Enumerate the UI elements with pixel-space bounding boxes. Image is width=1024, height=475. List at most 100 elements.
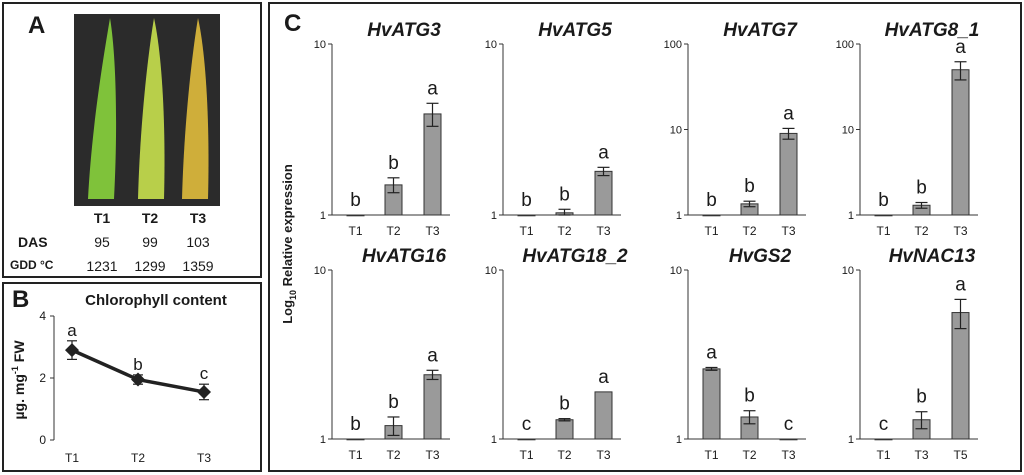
leaf-photo <box>74 14 220 206</box>
significance-letter: a <box>955 37 966 58</box>
y-tick-label: 1 <box>676 210 682 222</box>
leaf-label-t3: T3 <box>189 210 207 226</box>
significance-letter: b <box>559 184 570 205</box>
x-tick-label: T1 <box>348 448 362 462</box>
significance-letter: c <box>879 414 889 435</box>
expression-charts: HvATG3 1 10 b T1 b T2 a T3 HvATG5 1 10 b T1 b T2 a T3 HvAT… <box>314 20 980 462</box>
bar <box>594 391 613 440</box>
gene-title: HvATG16 <box>362 246 447 267</box>
y-tick-label: 1 <box>491 434 497 446</box>
significance-letter: b <box>744 176 755 197</box>
gene-title: HvATG7 <box>723 20 798 41</box>
significance-letter: a <box>598 367 609 388</box>
bar <box>555 419 574 440</box>
x-tick-label: T3 <box>781 448 795 462</box>
bar <box>702 214 721 217</box>
panel-a: A T1 T2 T3 DAS 95 99 103 GDD °C 1231 129… <box>2 2 262 278</box>
significance-letter: b <box>559 394 570 415</box>
y-tick-label: 100 <box>664 39 682 51</box>
x-tick-label: T2 <box>742 224 756 238</box>
significance-letter: a <box>67 321 77 340</box>
ylabel-log-sub: 10 <box>288 290 298 300</box>
gene-title: HvGS2 <box>729 246 792 267</box>
panel-b-letter: B <box>12 286 30 313</box>
x-tick-label: T3 <box>197 451 211 465</box>
y-tick-label: 10 <box>314 265 326 277</box>
data-point <box>131 372 145 387</box>
gene-title: HvATG5 <box>538 20 612 41</box>
gdd-t3: 1359 <box>182 258 214 274</box>
panel-a-letter: A <box>28 12 46 39</box>
y-tick-label: 1 <box>676 434 682 446</box>
bar <box>951 69 970 216</box>
das-t1: 95 <box>94 234 110 250</box>
data-point <box>197 384 211 399</box>
bar <box>779 132 798 216</box>
x-tick-label: T1 <box>876 448 890 462</box>
y-axis-label: µg. mg-1 FW <box>10 340 27 420</box>
x-tick-label: T2 <box>557 224 571 238</box>
significance-letter: b <box>388 392 399 413</box>
y-tick-label: 1 <box>320 434 326 446</box>
y-tick-label: 10 <box>314 39 326 51</box>
significance-letter: b <box>133 355 142 374</box>
bar <box>874 438 893 441</box>
panel-c: C Log10 Relative expression HvATG3 1 10 b T1… <box>268 2 1022 472</box>
gdd-t1: 1231 <box>86 258 118 274</box>
x-tick-label: T1 <box>65 451 79 465</box>
gene-title: HvATG3 <box>367 20 441 41</box>
significance-letter: b <box>744 386 755 407</box>
x-tick-label: T2 <box>914 224 928 238</box>
y-tick-label: 10 <box>485 265 497 277</box>
x-tick-label: T1 <box>704 448 718 462</box>
x-tick-label: T3 <box>425 224 439 238</box>
x-tick-label: T1 <box>348 224 362 238</box>
ylabel-log: Log <box>280 300 295 324</box>
significance-letter: a <box>427 78 438 99</box>
bar <box>702 368 721 440</box>
bar <box>594 170 613 216</box>
leaf-t3-image <box>182 18 209 199</box>
bar <box>423 113 442 216</box>
y-tick-label: 10 <box>670 125 682 137</box>
y-tick-label: 10 <box>670 265 682 277</box>
significance-letter: c <box>784 414 794 435</box>
leaf-label-t2: T2 <box>141 210 159 226</box>
y-tick-label: 2 <box>39 371 46 385</box>
significance-letter: b <box>878 190 889 211</box>
significance-letter: c <box>522 414 532 435</box>
data-point <box>65 343 79 358</box>
x-tick-label: T3 <box>953 224 967 238</box>
significance-letter: b <box>916 387 927 408</box>
significance-letter: a <box>598 142 609 163</box>
y-tick-label: 1 <box>320 210 326 222</box>
x-tick-label: T1 <box>519 224 533 238</box>
ylabel-rest: Relative expression <box>280 164 295 290</box>
x-tick-label: T2 <box>557 448 571 462</box>
x-tick-label: T3 <box>781 224 795 238</box>
das-t3: 103 <box>186 234 210 250</box>
gene-title: HvATG18_2 <box>522 246 628 267</box>
expression-ylabel: Log10 Relative expression <box>280 164 298 324</box>
leaf-label-t1: T1 <box>93 210 111 226</box>
significance-letter: b <box>350 190 361 211</box>
x-tick-label: T2 <box>131 451 145 465</box>
x-tick-label: T2 <box>386 448 400 462</box>
chart-title: Chlorophyll content <box>85 292 227 309</box>
leaf-photo-svg <box>88 18 209 199</box>
significance-letter: b <box>916 178 927 199</box>
panel-b: B Chlorophyll content µg. mg-1 FW 0 2 4 T1 T2 T… <box>2 282 262 472</box>
y-tick-label: 10 <box>842 265 854 277</box>
significance-letter: a <box>955 274 966 295</box>
svg-text:Log10 Relative expression: Log10 Relative expression <box>280 164 298 324</box>
y-tick-label: 10 <box>842 125 854 137</box>
bar <box>779 438 798 441</box>
x-tick-label: T3 <box>596 448 610 462</box>
y-tick-label: 0 <box>39 433 46 447</box>
x-tick-label: T5 <box>953 448 967 462</box>
x-tick-label: T1 <box>704 224 718 238</box>
y-tick-label: 1 <box>848 434 854 446</box>
gene-title: HvATG8_1 <box>885 20 980 41</box>
y-tick-label: 1 <box>848 210 854 222</box>
y-axis-label-suffix: FW <box>11 340 27 366</box>
